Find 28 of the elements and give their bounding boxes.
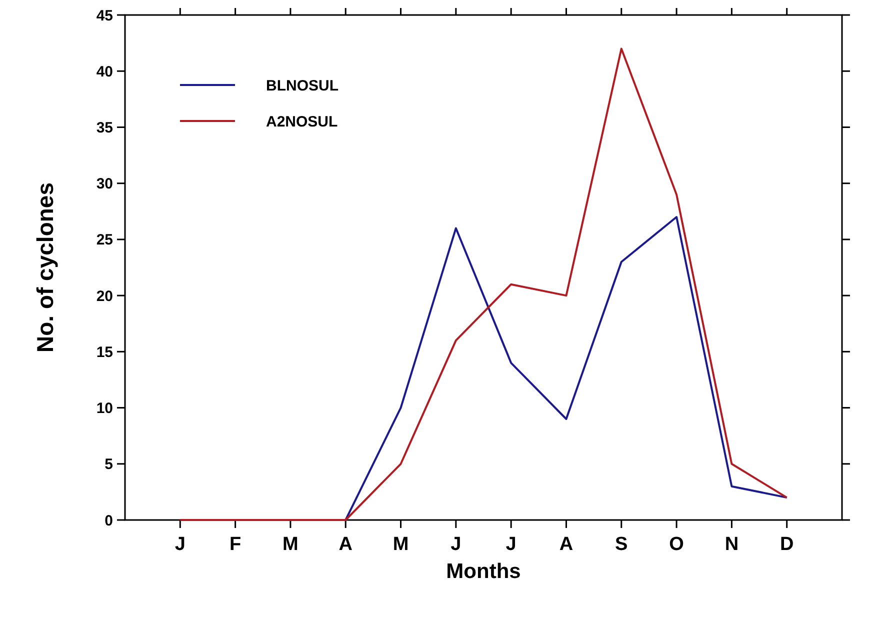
x-tick-label: N (724, 534, 739, 555)
x-tick-label: M (282, 534, 298, 555)
x-tick-label: A (338, 534, 353, 555)
x-tick-label: J (174, 534, 186, 555)
y-tick-label: 10 (96, 400, 113, 418)
y-axis-title: No. of cyclones (32, 182, 58, 352)
y-tick-label: 20 (96, 288, 113, 305)
x-tick-label: S (615, 534, 628, 555)
y-tick-label: 15 (96, 344, 113, 361)
x-tick-label: D (780, 534, 794, 555)
y-tick-label: 0 (104, 512, 113, 530)
x-tick-label: A (559, 534, 574, 555)
x-tick-label: O (669, 534, 684, 555)
x-tick-label: J (450, 534, 462, 555)
x-axis-title: Months (446, 560, 521, 583)
line-series (179, 48, 788, 521)
line-series (344, 216, 788, 521)
y-tick-label: 25 (96, 232, 113, 249)
y-tick-label: 5 (104, 456, 113, 474)
x-tick-label: J (506, 534, 516, 555)
y-tick-label: 40 (96, 63, 113, 80)
legend-label: A2NOSUL (266, 113, 338, 130)
x-tick-label: F (230, 534, 242, 555)
y-tick-label: 30 (96, 176, 113, 193)
x-tick-label: M (392, 534, 409, 555)
y-tick-label: 45 (96, 7, 113, 24)
y-tick-label: 35 (96, 119, 113, 136)
legend-label: BLNOSUL (266, 77, 338, 94)
